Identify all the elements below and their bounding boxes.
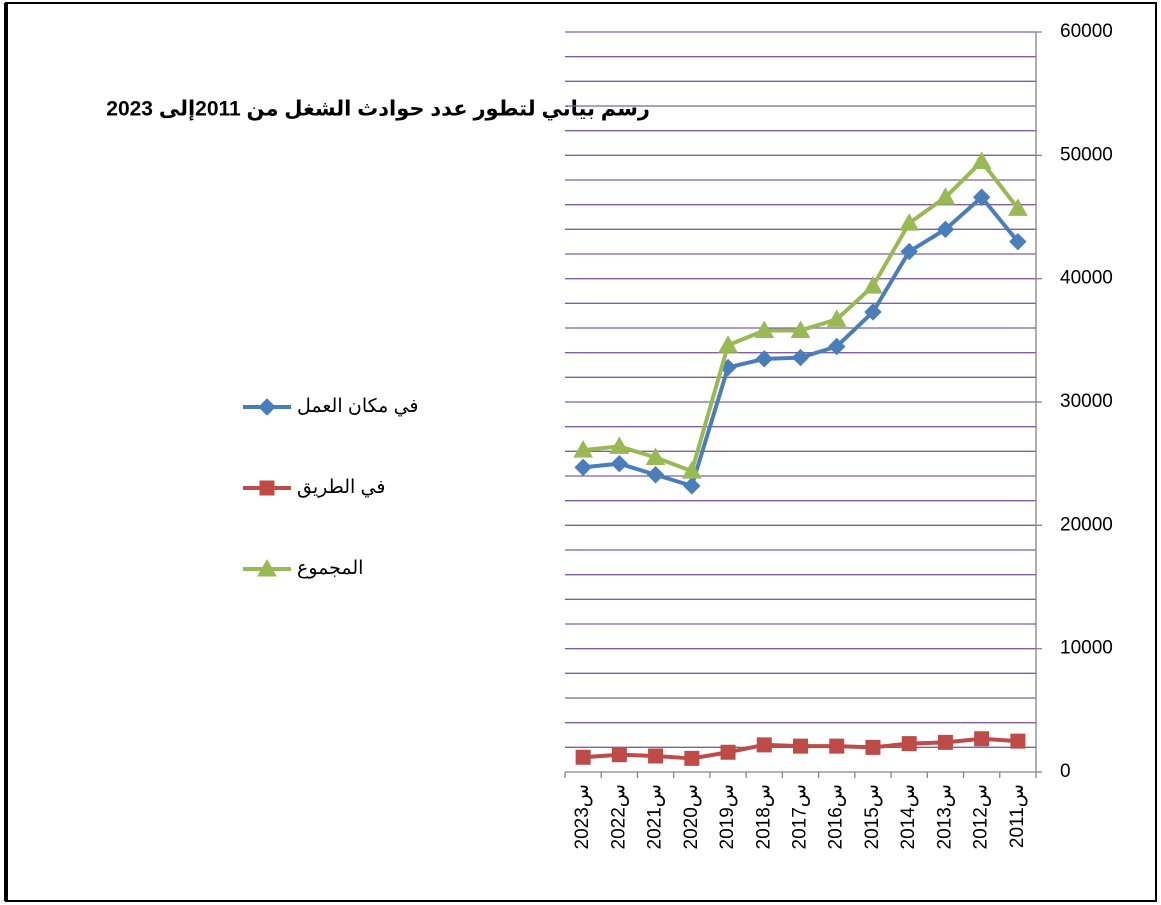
data-point bbox=[609, 436, 630, 454]
data-point bbox=[645, 447, 666, 465]
x-tick-label: 2015س bbox=[862, 784, 883, 849]
data-point bbox=[573, 440, 593, 458]
data-point bbox=[863, 276, 883, 294]
data-point bbox=[574, 458, 592, 477]
data-point bbox=[611, 747, 627, 763]
data-point bbox=[684, 750, 700, 766]
data-point bbox=[971, 151, 992, 169]
x-tick-label: 2011س bbox=[1007, 784, 1028, 848]
y-tick-label: 50000 bbox=[1060, 144, 1113, 165]
data-point bbox=[718, 335, 738, 353]
data-point bbox=[755, 350, 773, 368]
data-point bbox=[646, 466, 665, 484]
data-point bbox=[829, 738, 845, 754]
y-tick-label: 0 bbox=[1060, 761, 1071, 782]
legend-marker bbox=[258, 398, 276, 416]
x-tick-label: 2012س bbox=[971, 784, 992, 849]
x-tick-label: 2013س bbox=[934, 784, 955, 849]
x-tick-label: 2019س bbox=[717, 784, 738, 849]
y-tick-label: 10000 bbox=[1060, 638, 1113, 659]
data-point bbox=[790, 320, 811, 338]
legend-label: في الطريق bbox=[297, 477, 385, 498]
data-point bbox=[683, 477, 701, 495]
data-point bbox=[937, 734, 953, 750]
data-point bbox=[972, 188, 991, 206]
x-tick-label: 2014س bbox=[898, 784, 919, 849]
data-point bbox=[720, 744, 736, 760]
y-tick-label: 30000 bbox=[1060, 391, 1113, 412]
data-point bbox=[756, 737, 772, 753]
data-point bbox=[1010, 733, 1026, 749]
x-tick-label: 2016س bbox=[826, 784, 847, 849]
data-point bbox=[936, 220, 955, 239]
x-tick-label: 2017س bbox=[790, 784, 811, 849]
data-point bbox=[1008, 198, 1028, 216]
data-point bbox=[935, 187, 956, 205]
data-point bbox=[754, 320, 775, 338]
data-point bbox=[900, 242, 918, 261]
legend-label: في مكان العمل bbox=[297, 396, 419, 417]
x-tick-label: 2018س bbox=[753, 784, 774, 849]
data-point bbox=[793, 738, 808, 754]
data-point bbox=[864, 303, 882, 321]
data-point bbox=[648, 748, 664, 764]
data-point bbox=[610, 454, 629, 473]
x-tick-label: 2022س bbox=[608, 784, 629, 849]
chart-title: رسم بياني لتطور عدد حوادث الشغل من 2011إ… bbox=[106, 98, 650, 121]
data-point bbox=[828, 337, 846, 356]
data-point bbox=[901, 736, 917, 752]
data-point bbox=[575, 749, 591, 765]
data-point bbox=[1009, 232, 1027, 251]
legend-marker bbox=[259, 480, 275, 496]
data-point bbox=[865, 739, 881, 755]
legend-label: المجموع bbox=[297, 558, 363, 579]
y-tick-label: 40000 bbox=[1060, 268, 1113, 289]
legend-marker bbox=[257, 558, 277, 577]
data-point bbox=[681, 461, 702, 479]
y-tick-label: 60000 bbox=[1060, 21, 1113, 42]
x-tick-label: 2020س bbox=[681, 784, 702, 849]
data-point bbox=[791, 348, 810, 367]
y-tick-label: 20000 bbox=[1060, 514, 1113, 535]
data-point bbox=[826, 309, 847, 327]
x-tick-label: 2021س bbox=[645, 784, 666, 849]
data-point bbox=[899, 213, 920, 231]
data-point bbox=[974, 731, 990, 747]
x-tick-label: 2023س bbox=[572, 784, 593, 849]
